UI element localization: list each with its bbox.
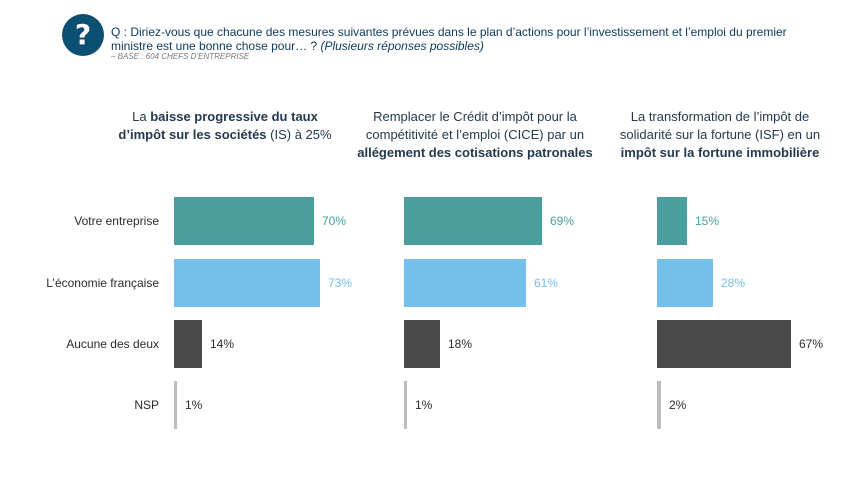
bar: [174, 381, 177, 429]
category-label: L’économie française: [46, 276, 159, 290]
question-subtext: (Plusieurs réponses possibles): [320, 39, 484, 53]
data-label: 70%: [322, 214, 346, 228]
column-title-2-part1: Remplacer le Crédit d’impôt pour la comp…: [365, 109, 585, 142]
data-label: 1%: [185, 398, 203, 412]
column-title-1: La baisse progressive du taux d’impôt su…: [110, 108, 340, 144]
bar: [404, 259, 526, 307]
bar: [174, 259, 320, 307]
column-title-1-part3: (IS) à 25%: [266, 127, 332, 142]
category-label: NSP: [134, 398, 159, 412]
bar: [404, 197, 542, 245]
data-label: 18%: [448, 337, 472, 351]
data-label: 67%: [799, 337, 823, 351]
column-title-1-part1: La: [132, 109, 151, 124]
bar: [404, 320, 440, 368]
data-label: 28%: [721, 276, 745, 290]
category-label: Aucune des deux: [66, 337, 159, 351]
bar: [404, 381, 407, 429]
question-main: Q : Diriez-vous que chacune des mesures …: [111, 25, 787, 53]
column-title-3-bold: impôt sur la fortune immobilière: [620, 145, 820, 160]
bar: [657, 381, 661, 429]
column-title-1-bold: baisse progressive du taux d’impôt sur l…: [118, 109, 318, 142]
bar: [657, 320, 791, 368]
base-note: – BASE : 604 CHEFS D’ENTREPRISE: [111, 52, 250, 61]
question-icon: ?: [62, 14, 104, 56]
data-label: 15%: [695, 214, 719, 228]
bar: [657, 197, 687, 245]
column-title-3: La transformation de l’impôt de solidari…: [605, 108, 835, 162]
data-label: 73%: [328, 276, 352, 290]
bar: [174, 320, 202, 368]
data-label: 2%: [669, 398, 687, 412]
column-title-3-part1: La transformation de l’impôt de solidari…: [619, 109, 821, 142]
category-label: Votre entreprise: [74, 214, 159, 228]
data-label: 1%: [415, 398, 433, 412]
data-label: 61%: [534, 276, 558, 290]
data-label: 69%: [550, 214, 574, 228]
column-title-2: Remplacer le Crédit d’impôt pour la comp…: [350, 108, 600, 162]
bar: [657, 259, 713, 307]
question-text: Q : Diriez-vous que chacune des mesures …: [111, 25, 831, 53]
data-label: 14%: [210, 337, 234, 351]
bar: [174, 197, 314, 245]
column-title-2-bold: allégement des cotisations patronales: [357, 145, 593, 160]
